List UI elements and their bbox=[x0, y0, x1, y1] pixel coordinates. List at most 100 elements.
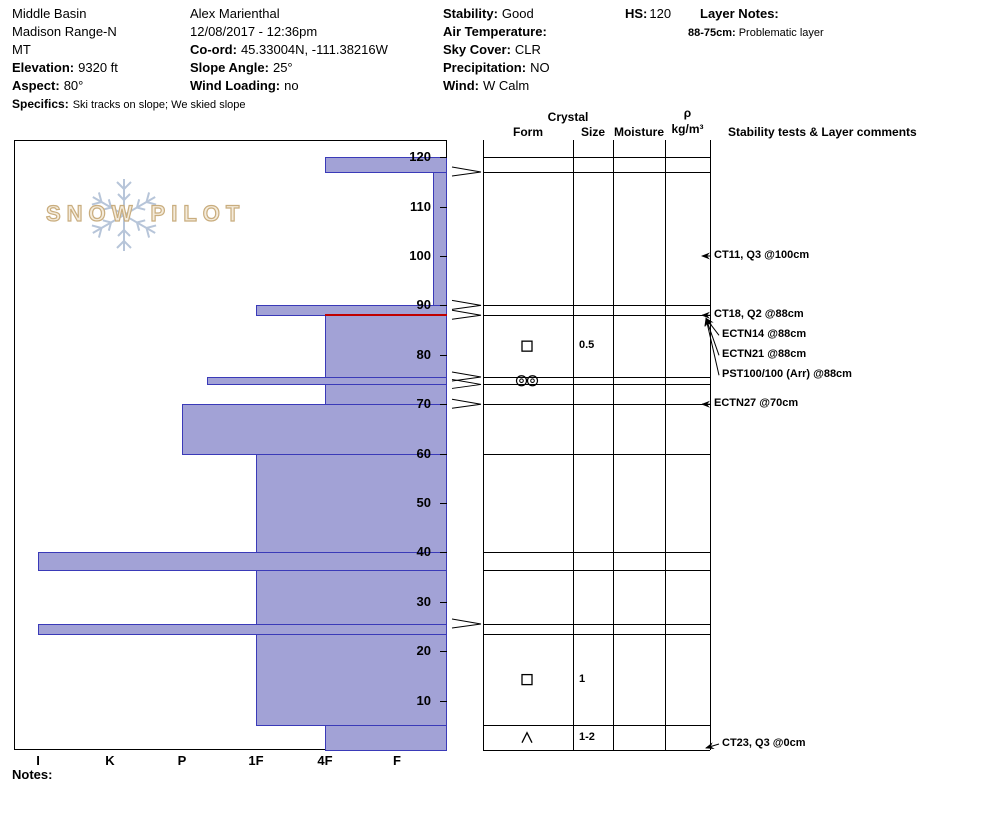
snowflake-line bbox=[117, 229, 125, 237]
snowflake-line bbox=[92, 196, 125, 216]
snowflake-line bbox=[97, 192, 103, 203]
air-temp-label: Air Temperature: bbox=[443, 24, 547, 39]
snowflake-line bbox=[92, 214, 125, 234]
depth-tick bbox=[440, 651, 447, 653]
table-row-line bbox=[483, 569, 710, 571]
aspect-value: 80° bbox=[63, 78, 84, 93]
snowflake-line bbox=[136, 206, 146, 211]
sky-cover-label: Sky Cover: bbox=[443, 42, 511, 57]
melt-freeze-crust-icon bbox=[519, 378, 524, 384]
aspect-label: Aspect: bbox=[12, 78, 60, 93]
depth-tick bbox=[440, 552, 447, 554]
hardness-axis-label: K bbox=[105, 753, 115, 768]
table-column-line bbox=[613, 140, 614, 750]
crystal-size-value: 1-2 bbox=[579, 730, 595, 743]
snowflake-line bbox=[116, 240, 125, 249]
precipitation-label: Precipitation: bbox=[443, 60, 527, 75]
layer-note-row: 88-75cm: Problematic layer bbox=[688, 23, 824, 42]
hardness-axis-label: 1F bbox=[248, 753, 264, 768]
depth-tick bbox=[440, 256, 447, 257]
hardness-axis-label: 4F bbox=[317, 753, 333, 768]
depth-tick bbox=[440, 453, 447, 455]
hs-row: HS: 120 bbox=[625, 5, 671, 23]
density-symbol-header: ρ bbox=[683, 106, 692, 120]
crystal-size-value: 1 bbox=[579, 672, 586, 685]
table-row-line bbox=[483, 172, 710, 174]
snowpilot-logo-text: SNOW PILOT bbox=[45, 200, 246, 226]
depth-tick bbox=[440, 700, 447, 702]
layer-notes-label: Layer Notes: bbox=[700, 6, 779, 21]
depth-tick bbox=[440, 601, 447, 603]
snowflake-line bbox=[107, 222, 112, 231]
depth-tick-label: 40 bbox=[416, 544, 431, 560]
stability-test-arrow bbox=[705, 317, 720, 356]
snowflake-line bbox=[145, 227, 151, 238]
hardness-bar bbox=[325, 725, 447, 751]
wind-value: W Calm bbox=[482, 78, 530, 93]
stability-tests-header: Stability tests & Layer comments bbox=[728, 125, 917, 139]
crystal-column-group-header: Crystal bbox=[547, 110, 589, 124]
wind-loading-label: Wind Loading: bbox=[190, 78, 281, 93]
stability-test-label: CT18, Q2 @88cm bbox=[714, 308, 804, 321]
table-column-line bbox=[483, 140, 484, 750]
location-block: Middle Basin Madison Range-N MT Elevatio… bbox=[12, 5, 246, 114]
slope-angle-value: 25° bbox=[272, 60, 293, 75]
snowflake-line bbox=[107, 199, 112, 208]
table-row-line bbox=[483, 633, 710, 635]
stability-value: Good bbox=[501, 6, 534, 21]
depth-tick-label: 30 bbox=[416, 593, 431, 609]
elevation-row: Elevation: 9320 ft bbox=[12, 59, 246, 77]
hardness-axis-label: I bbox=[36, 753, 40, 768]
size-column-header: Size bbox=[580, 125, 605, 139]
snowflake-line bbox=[123, 240, 132, 249]
table-row-line bbox=[483, 305, 710, 307]
snowflake-spoke bbox=[91, 192, 125, 216]
snowflake-spoke bbox=[91, 214, 125, 238]
stability-test-label: ECTN21 @88cm bbox=[722, 348, 807, 361]
snowflake-line bbox=[102, 206, 112, 211]
elevation-label: Elevation: bbox=[12, 60, 75, 75]
snowflake-line bbox=[146, 201, 157, 206]
table-row-line bbox=[483, 315, 710, 317]
hardness-axis-label: F bbox=[393, 753, 401, 768]
crystal-size-value: 0.5 bbox=[579, 339, 595, 352]
snowflake-line bbox=[136, 222, 141, 231]
hardness-bar bbox=[325, 157, 447, 173]
snowflake-line bbox=[91, 224, 102, 229]
snowflake-line bbox=[91, 201, 102, 206]
layer-boundary-marker bbox=[451, 618, 482, 629]
depth-tick-label: 100 bbox=[409, 248, 431, 263]
snowflake-spoke bbox=[123, 214, 157, 238]
table-row-line bbox=[483, 377, 710, 379]
table-row-line bbox=[483, 453, 710, 455]
table-column-line bbox=[665, 140, 666, 750]
observer-block: Alex Marienthal 12/08/2017 - 12:36pm Co-… bbox=[190, 5, 388, 95]
snowflake-line bbox=[123, 193, 131, 201]
depth-tick-label: 20 bbox=[416, 643, 431, 659]
stability-test-label: CT23, Q3 @0cm bbox=[722, 737, 806, 749]
stability-label: Stability: bbox=[443, 6, 498, 21]
snowflake-line bbox=[136, 219, 146, 224]
hs-block: HS: 120 bbox=[625, 5, 671, 23]
specifics-row: Specifics: Ski tracks on slope; We skied … bbox=[12, 95, 246, 114]
table-row-line bbox=[483, 725, 710, 727]
coordinates-value: 45.33004N, -111.38216W bbox=[240, 42, 388, 57]
observation-datetime: 12/08/2017 - 12:36pm bbox=[190, 24, 318, 39]
stability-test-arrow bbox=[705, 742, 720, 749]
depth-tick bbox=[440, 404, 447, 406]
sky-cover-row: Sky Cover: CLR bbox=[443, 41, 551, 59]
depth-tick bbox=[440, 206, 447, 208]
facets-icon bbox=[521, 340, 533, 352]
snowflake-spoke bbox=[123, 192, 157, 216]
depth-tick-label: 110 bbox=[410, 198, 431, 214]
coordinates-label: Co-ord: bbox=[190, 42, 237, 57]
stability-test-label: ECTN27 @70cm bbox=[714, 397, 799, 410]
conditions-block: Stability: Good Air Temperature: Sky Cove… bbox=[443, 5, 551, 95]
elevation-value: 9320 ft bbox=[78, 60, 118, 75]
stability-test-label: ECTN14 @88cm bbox=[722, 328, 807, 341]
table-row-line bbox=[483, 157, 710, 159]
wind-label: Wind: bbox=[443, 78, 479, 93]
snowflake-line bbox=[97, 227, 103, 238]
depth-hoar-icon bbox=[521, 731, 533, 743]
